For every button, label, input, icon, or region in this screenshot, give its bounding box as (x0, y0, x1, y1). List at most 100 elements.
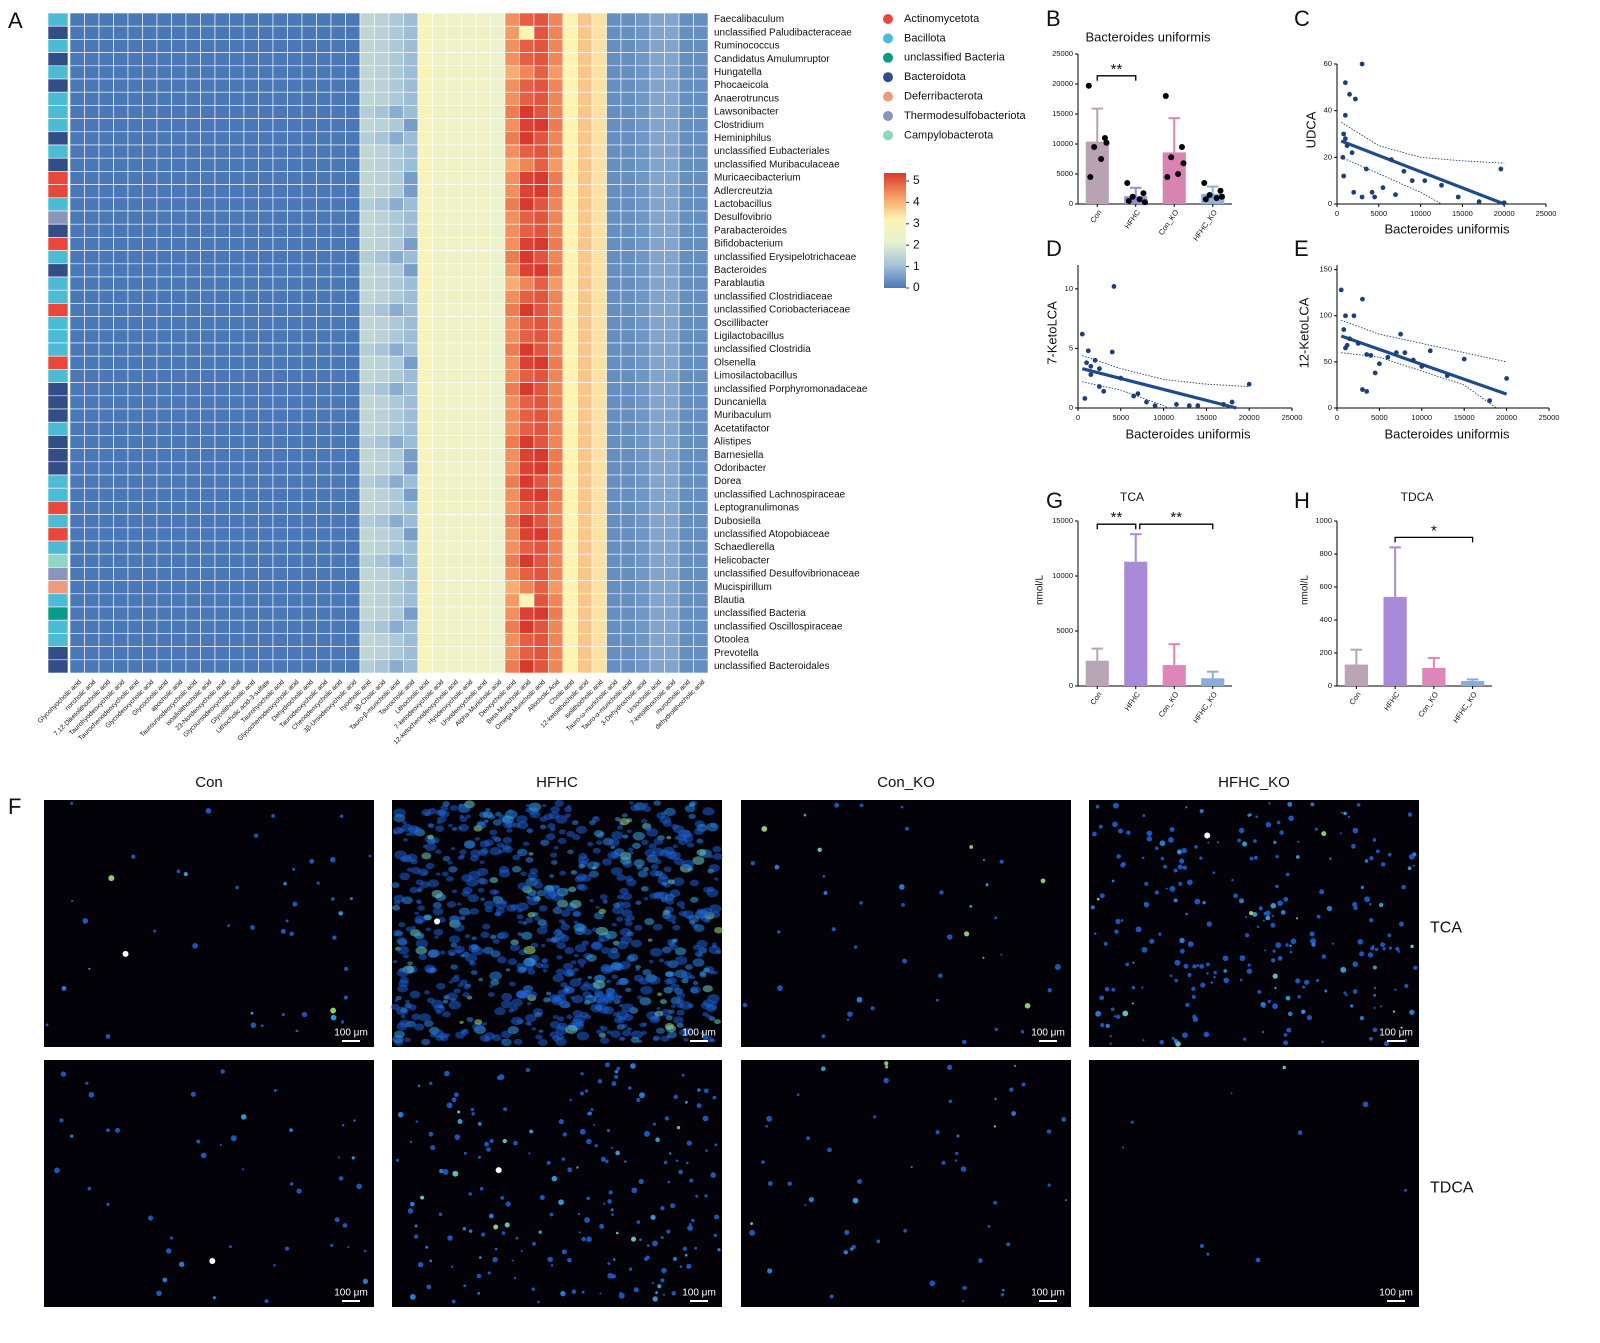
heat-cell (606, 633, 622, 647)
heat-cell (156, 355, 172, 370)
heat-cell (272, 606, 288, 621)
heat-cell (171, 527, 187, 542)
heat-cell (417, 633, 433, 647)
signal-spot (410, 1201, 415, 1207)
signal-spot (1171, 1036, 1175, 1040)
heat-cell (548, 659, 564, 674)
heat-cell (243, 118, 259, 133)
heat-cell (330, 659, 346, 674)
signal-spot (604, 1062, 610, 1068)
heat-cell (98, 580, 114, 595)
signal-spot (674, 955, 688, 965)
heat-cell (432, 303, 448, 317)
heat-cell (693, 118, 709, 133)
heat-cell (664, 646, 680, 661)
heat-cell (330, 12, 346, 27)
heat-cell (388, 448, 404, 463)
heat-cell (620, 210, 636, 225)
heat-cell (127, 553, 143, 568)
signal-spot (316, 881, 320, 885)
signal-spot (1378, 902, 1384, 908)
heat-cell (98, 408, 114, 423)
signal-spot (672, 877, 685, 886)
signal-spot (538, 905, 548, 912)
heat-cell (475, 514, 491, 529)
heat-cell (200, 580, 216, 595)
heat-cell (258, 329, 274, 344)
row-label: Anaerotruncus (714, 93, 779, 104)
heat-cell (678, 65, 694, 80)
legend-swatch (883, 130, 893, 141)
heat-cell (461, 369, 477, 383)
heat-cell (185, 342, 201, 357)
chart-title: TDCA (1401, 490, 1434, 504)
legend-swatch (883, 33, 893, 44)
heat-cell (113, 659, 129, 674)
heat-cell (475, 144, 491, 159)
signal-spot (115, 1127, 120, 1133)
signal-spot (601, 947, 611, 955)
heat-cell (200, 382, 216, 397)
heat-cell (229, 289, 245, 304)
signal-spot (640, 818, 648, 824)
heat-cell (562, 65, 578, 80)
heat-cell (185, 421, 201, 436)
heat-cell (127, 514, 143, 529)
heat-cell (591, 567, 607, 581)
signal-spot (447, 860, 453, 865)
heat-cell (548, 223, 564, 238)
heat-cell (693, 144, 709, 159)
signal-spot (363, 1249, 367, 1253)
heat-cell (577, 461, 593, 476)
heat-cell (127, 633, 143, 647)
signal-spot (699, 1031, 705, 1035)
signal-spot (709, 904, 722, 913)
signal-spot (424, 842, 437, 852)
heat-cell (620, 12, 636, 27)
heat-cell (620, 263, 636, 278)
heat-cell (388, 65, 404, 80)
heat-cell (200, 659, 216, 674)
signal-spot (131, 854, 136, 859)
data-point (1352, 96, 1358, 102)
heat-cell (693, 606, 709, 621)
signal-spot (516, 815, 528, 824)
heat-cell (69, 580, 85, 595)
heat-cell (388, 355, 404, 370)
heat-cell (214, 118, 230, 133)
colorbar-tick-label: 1 (913, 259, 920, 273)
heat-cell (533, 25, 549, 40)
signal-spot (1093, 932, 1097, 936)
heat-cell (461, 342, 477, 357)
heat-cell (142, 157, 158, 172)
heat-cell (446, 250, 462, 265)
signal-spot (1319, 889, 1325, 895)
heat-cell (504, 329, 520, 344)
heat-cell (548, 210, 564, 225)
heat-cell (185, 619, 201, 634)
heat-cell (461, 91, 477, 106)
signal-spot (632, 831, 645, 841)
signal-spot (611, 922, 617, 927)
signal-spot (681, 859, 695, 869)
heat-cell (693, 39, 709, 53)
heat-cell (577, 65, 593, 80)
heat-cell (84, 487, 100, 502)
heat-cell (403, 395, 419, 410)
heat-cell (548, 553, 564, 568)
heat-cell (272, 39, 288, 53)
heat-cell (678, 223, 694, 238)
heat-cell (490, 487, 506, 502)
column-title: HFHC_KO (1218, 774, 1290, 791)
heat-cell (330, 501, 346, 515)
heat-cell (403, 553, 419, 568)
heat-cell (403, 540, 419, 555)
heat-cell (127, 105, 143, 119)
heat-cell (432, 118, 448, 133)
heat-cell (417, 487, 433, 502)
signal-spot (1272, 914, 1275, 918)
heat-cell (591, 395, 607, 410)
heat-cell (287, 487, 303, 502)
signal-spot (527, 991, 538, 999)
heat-cell (461, 223, 477, 238)
